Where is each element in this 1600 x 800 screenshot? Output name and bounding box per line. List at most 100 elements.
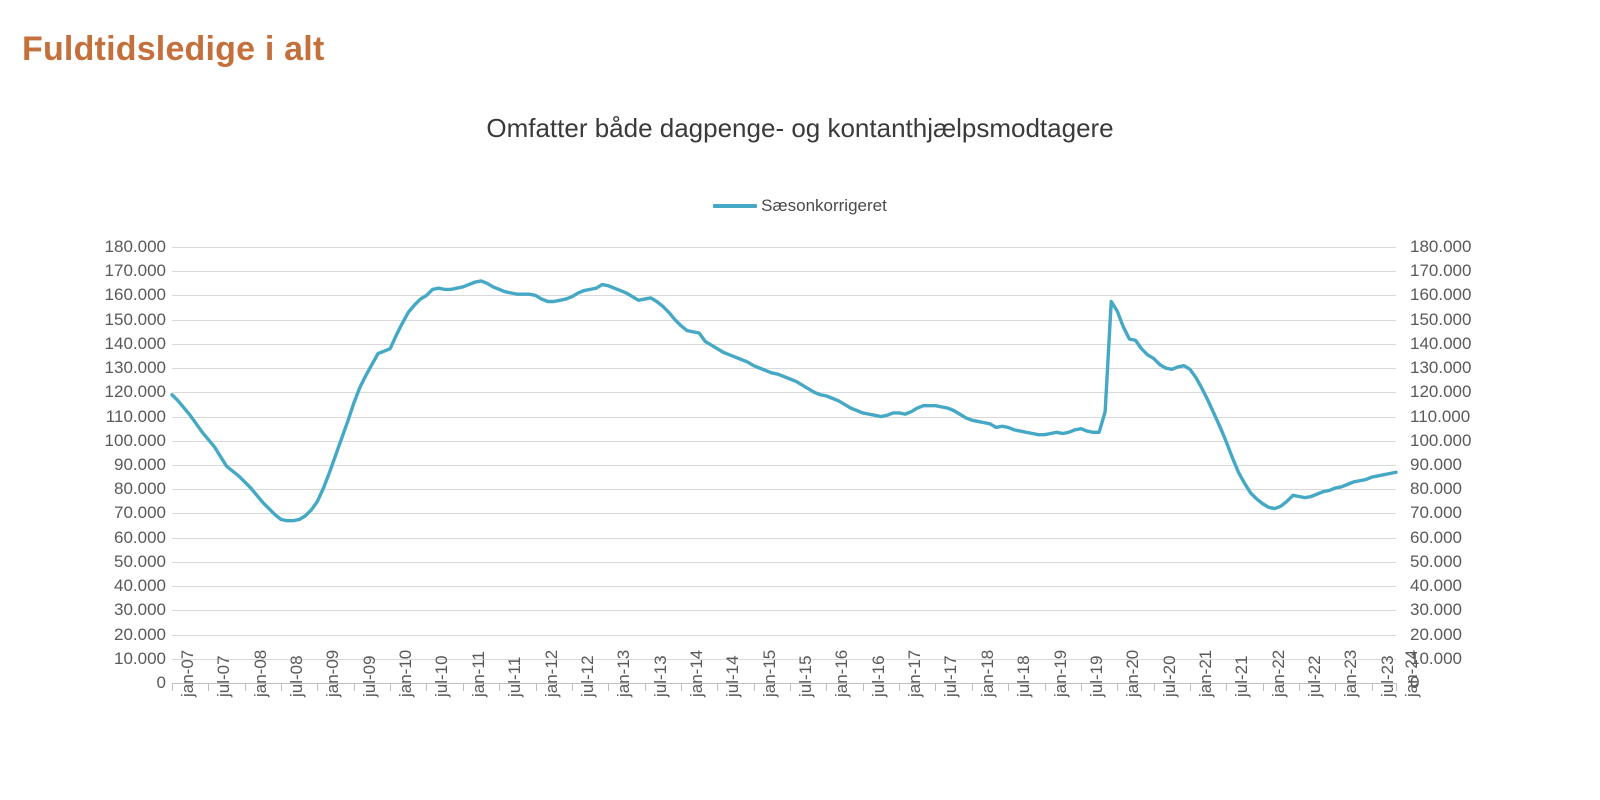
x-axis-tickmark [390,683,391,691]
gridline [172,368,1396,369]
gridline [172,635,1396,636]
gridline [172,320,1396,321]
x-axis-tickmark [645,683,646,691]
y-axis-tick-label-left: 0 [156,673,166,692]
y-axis-tick-label-left: 60.000 [114,527,166,547]
x-axis-tickmark [790,683,791,691]
x-axis-tickmark [354,683,355,691]
y-axis-tick-label-left: 120.000 [104,382,166,402]
y-axis-tick-label-right: 20.000 [1410,624,1462,644]
gridline [172,271,1396,272]
gridline [172,295,1396,296]
y-axis-tick-label-left: 30.000 [114,600,166,620]
page-title: Fuldtidsledige i alt [22,30,325,68]
y-axis-tick-label-right: 150.000 [1410,309,1472,329]
x-axis-tickmark [681,683,682,691]
x-axis-tickmark [1263,683,1264,691]
y-axis-tick-label-right: 110.000 [1410,406,1471,426]
x-axis-tickmark [426,683,427,691]
x-axis-tickmark [1190,683,1191,691]
x-axis-tickmark [972,683,973,691]
gridline [172,441,1396,442]
x-axis-tickmark [208,683,209,691]
x-axis-tickmark [536,683,537,691]
gridline [172,417,1396,418]
x-axis-tickmark [172,683,173,691]
gridline [172,247,1396,248]
y-axis-tick-label-right: 160.000 [1410,285,1472,305]
y-axis-tick-label-right: 10.000 [1410,648,1462,668]
y-axis-tick-label-left: 170.000 [104,261,166,281]
y-axis-tick-label-right: 180.000 [1410,237,1472,256]
y-axis-tick-label-left: 160.000 [104,285,166,305]
x-axis-tickmark [754,683,755,691]
y-axis-tick-label-left: 10.000 [114,648,166,668]
y-axis-tick-label-right: 100.000 [1410,430,1472,450]
y-axis-tick-label-left: 140.000 [104,333,166,353]
legend-item-label: Sæsonkorrigeret [761,196,887,215]
gridline [172,344,1396,345]
x-axis-tickmark [1299,683,1300,691]
x-axis-tickmark [826,683,827,691]
chart-legend: Sæsonkorrigeret [0,196,1600,216]
y-axis-tick-label-right: 130.000 [1410,358,1472,378]
x-axis-tickmark [899,683,900,691]
y-axis-tick-label-left: 180.000 [104,237,166,256]
x-axis-tickmark [572,683,573,691]
x-axis-tickmark [1117,683,1118,691]
gridline [172,586,1396,587]
y-axis-tick-label-right: 50.000 [1410,551,1462,571]
gridline [172,489,1396,490]
x-axis-tickmark [935,683,936,691]
y-axis-tick-label-left: 70.000 [114,503,166,523]
series-line-saesonkorrigeret[interactable] [170,279,1398,523]
y-axis-tick-label-left: 80.000 [114,479,166,499]
y-axis-tick-label-left: 100.000 [104,430,166,450]
y-axis-tick-label-left: 150.000 [104,309,166,329]
y-axis-tick-label-right: 170.000 [1410,261,1472,281]
y-axis-tick-label-left: 110.000 [105,406,166,426]
y-axis-tick-label-left: 50.000 [114,551,166,571]
x-axis-tickmark [717,683,718,691]
x-axis-tickmark [1081,683,1082,691]
y-axis-tick-label-right: 80.000 [1410,479,1462,499]
gridline [172,513,1396,514]
y-axis-tick-label-right: 120.000 [1410,382,1472,402]
gridline [172,465,1396,466]
y-axis-tick-label-right: 140.000 [1410,333,1472,353]
y-axis-tick-label-right: 30.000 [1410,600,1462,620]
x-axis-tickmark [1226,683,1227,691]
gridline [172,562,1396,563]
legend-item-saesonkorrigeret[interactable]: Sæsonkorrigeret [713,196,887,216]
gridline [172,538,1396,539]
x-axis-tickmark [499,683,500,691]
y-axis-tick-label-left: 130.000 [104,358,166,378]
gridline [172,392,1396,393]
x-axis-tickmark [1045,683,1046,691]
y-axis-tick-label-left: 20.000 [114,624,166,644]
x-axis-tickmark [1335,683,1336,691]
y-axis-tick-label-right: 0 [1410,673,1420,692]
y-axis-tick-label-right: 90.000 [1410,455,1462,474]
x-axis-tickmark [245,683,246,691]
x-axis-tickmark [863,683,864,691]
x-axis-tickmark [608,683,609,691]
chart-subtitle: Omfatter både dagpenge- og kontanthjælps… [486,113,1114,143]
y-axis-tick-label-right: 60.000 [1410,527,1462,547]
gridline [172,610,1396,611]
x-axis-tickmark [1008,683,1009,691]
y-axis-tick-label-left: 40.000 [114,576,166,596]
x-axis-tickmark [1154,683,1155,691]
x-axis-tickmark [1396,683,1397,691]
y-axis-tick-label-right: 70.000 [1410,503,1462,523]
legend-swatch-icon [713,204,758,208]
x-axis-tickmark [1372,683,1373,691]
gridline [172,683,1396,684]
y-axis-tick-label-right: 40.000 [1410,576,1462,596]
y-axis-tick-label-left: 90.000 [114,455,166,474]
x-axis-tickmark [317,683,318,691]
x-axis-tickmark [463,683,464,691]
gridline [172,659,1396,660]
